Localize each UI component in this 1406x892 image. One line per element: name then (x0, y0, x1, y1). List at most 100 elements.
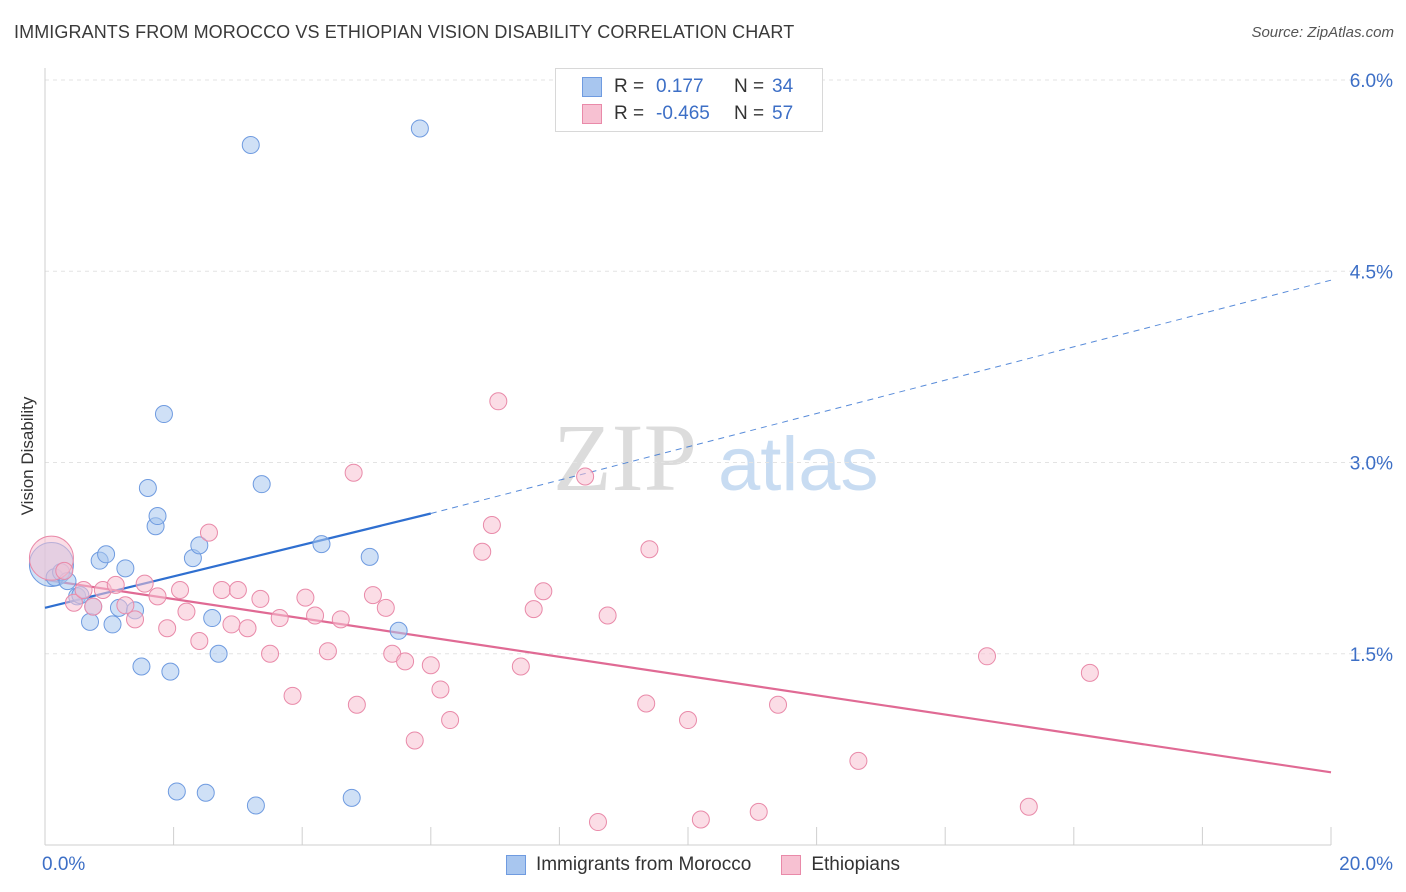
r-value: 0.177 (656, 76, 704, 97)
point-ethiopians (222, 615, 241, 634)
legend-row-morocco: R = 0.177 N = 34 (582, 75, 793, 99)
point-morocco (81, 612, 100, 631)
point-ethiopians (64, 593, 83, 612)
point-ethiopians (148, 587, 167, 606)
point-morocco (161, 662, 180, 681)
point-ethiopians (749, 802, 768, 821)
point-morocco (116, 559, 135, 578)
point-ethiopians (296, 588, 315, 607)
point-ethiopians (769, 695, 788, 714)
gridlines (45, 79, 1392, 655)
point-ethiopians (363, 586, 382, 605)
point-ethiopians (190, 632, 209, 650)
n-label: N = (734, 76, 765, 97)
point-ethiopians (344, 463, 363, 482)
point-ethiopians (171, 581, 190, 599)
point-ethiopians (534, 582, 553, 601)
point-ethiopians (524, 600, 543, 619)
point-ethiopians (588, 813, 607, 832)
point-ethiopians (405, 731, 424, 750)
point-ethiopians (489, 392, 508, 411)
point-ethiopians (431, 680, 450, 699)
y-tick-label: 4.5% (1350, 262, 1393, 283)
point-ethiopians (55, 561, 74, 580)
point-morocco (241, 136, 260, 155)
point-ethiopians (199, 523, 218, 542)
point-morocco (312, 535, 331, 554)
point-ethiopians (511, 657, 530, 676)
point-ethiopians (347, 695, 366, 714)
n-label: N = (734, 103, 765, 124)
point-ethiopians (1080, 663, 1099, 682)
point-ethiopians (116, 596, 135, 615)
n-value: 57 (772, 103, 794, 124)
trend-line-1 (44, 578, 1332, 774)
y-tick-label: 1.5% (1350, 645, 1393, 666)
watermark: ZIP atlas (553, 404, 879, 511)
point-ethiopians (84, 597, 103, 616)
point-ethiopians (482, 515, 501, 534)
legend-label-morocco: Immigrants from Morocco (535, 854, 752, 875)
point-morocco (209, 644, 228, 663)
legend-item-morocco: Immigrants from Morocco (505, 854, 752, 876)
data-points (28, 119, 1099, 832)
point-ethiopians (576, 467, 595, 486)
point-morocco (154, 405, 173, 424)
point-morocco (342, 788, 361, 807)
point-morocco (103, 615, 122, 634)
point-ethiopians (177, 602, 196, 621)
point-ethiopians (679, 711, 697, 730)
point-ethiopians (396, 652, 415, 671)
point-ethiopians (691, 810, 710, 829)
point-morocco (190, 536, 209, 555)
series-legend: Immigrants from Morocco Ethiopians (0, 852, 1406, 878)
point-ethiopians (306, 606, 325, 625)
watermark-atlas: atlas (718, 422, 879, 507)
point-morocco (138, 479, 157, 497)
trend-lines (44, 279, 1332, 774)
point-ethiopians (283, 686, 302, 705)
point-ethiopians (251, 589, 270, 608)
legend-row-ethiopians: R = -0.465 N = 57 (582, 102, 793, 126)
point-ethiopians (640, 540, 659, 559)
point-morocco (196, 783, 215, 802)
point-ethiopians (1019, 797, 1038, 816)
n-value: 34 (772, 76, 794, 97)
point-morocco (203, 609, 222, 628)
point-ethiopians (261, 644, 280, 663)
point-ethiopians (473, 542, 492, 561)
r-value: -0.465 (656, 103, 710, 124)
point-ethiopians (270, 609, 289, 628)
source-label: Source: ZipAtlas.com (1251, 24, 1394, 41)
point-morocco (389, 621, 408, 640)
point-ethiopians (318, 642, 337, 661)
point-ethiopians (106, 575, 125, 594)
point-ethiopians (977, 647, 996, 666)
correlation-legend: R = 0.177 N = 34 R = -0.465 N = 57 (555, 68, 823, 132)
chart-title: IMMIGRANTS FROM MOROCCO VS ETHIOPIAN VIS… (14, 22, 795, 42)
point-morocco (167, 782, 186, 801)
point-ethiopians (598, 606, 617, 625)
legend-swatch-ethiopians (582, 104, 602, 124)
point-ethiopians (441, 711, 460, 730)
point-ethiopians (74, 581, 93, 599)
legend-label-ethiopians: Ethiopians (811, 854, 901, 875)
point-morocco (410, 119, 429, 138)
point-ethiopians (376, 598, 395, 617)
point-ethiopians (637, 694, 656, 713)
point-morocco (360, 547, 379, 566)
point-morocco (148, 507, 167, 526)
point-ethiopians (421, 656, 440, 675)
x-tick-label: 0.0% (42, 854, 85, 875)
legend-swatch-morocco (582, 77, 602, 97)
point-morocco (246, 796, 265, 815)
point-morocco (132, 657, 151, 676)
point-ethiopians (126, 610, 145, 629)
r-label: R = (614, 76, 645, 97)
watermark-zip: ZIP (553, 404, 697, 511)
x-tick-label: 20.0% (1339, 854, 1393, 875)
y-tick-label: 3.0% (1350, 454, 1393, 475)
r-label: R = (614, 103, 645, 124)
point-ethiopians (238, 619, 257, 638)
